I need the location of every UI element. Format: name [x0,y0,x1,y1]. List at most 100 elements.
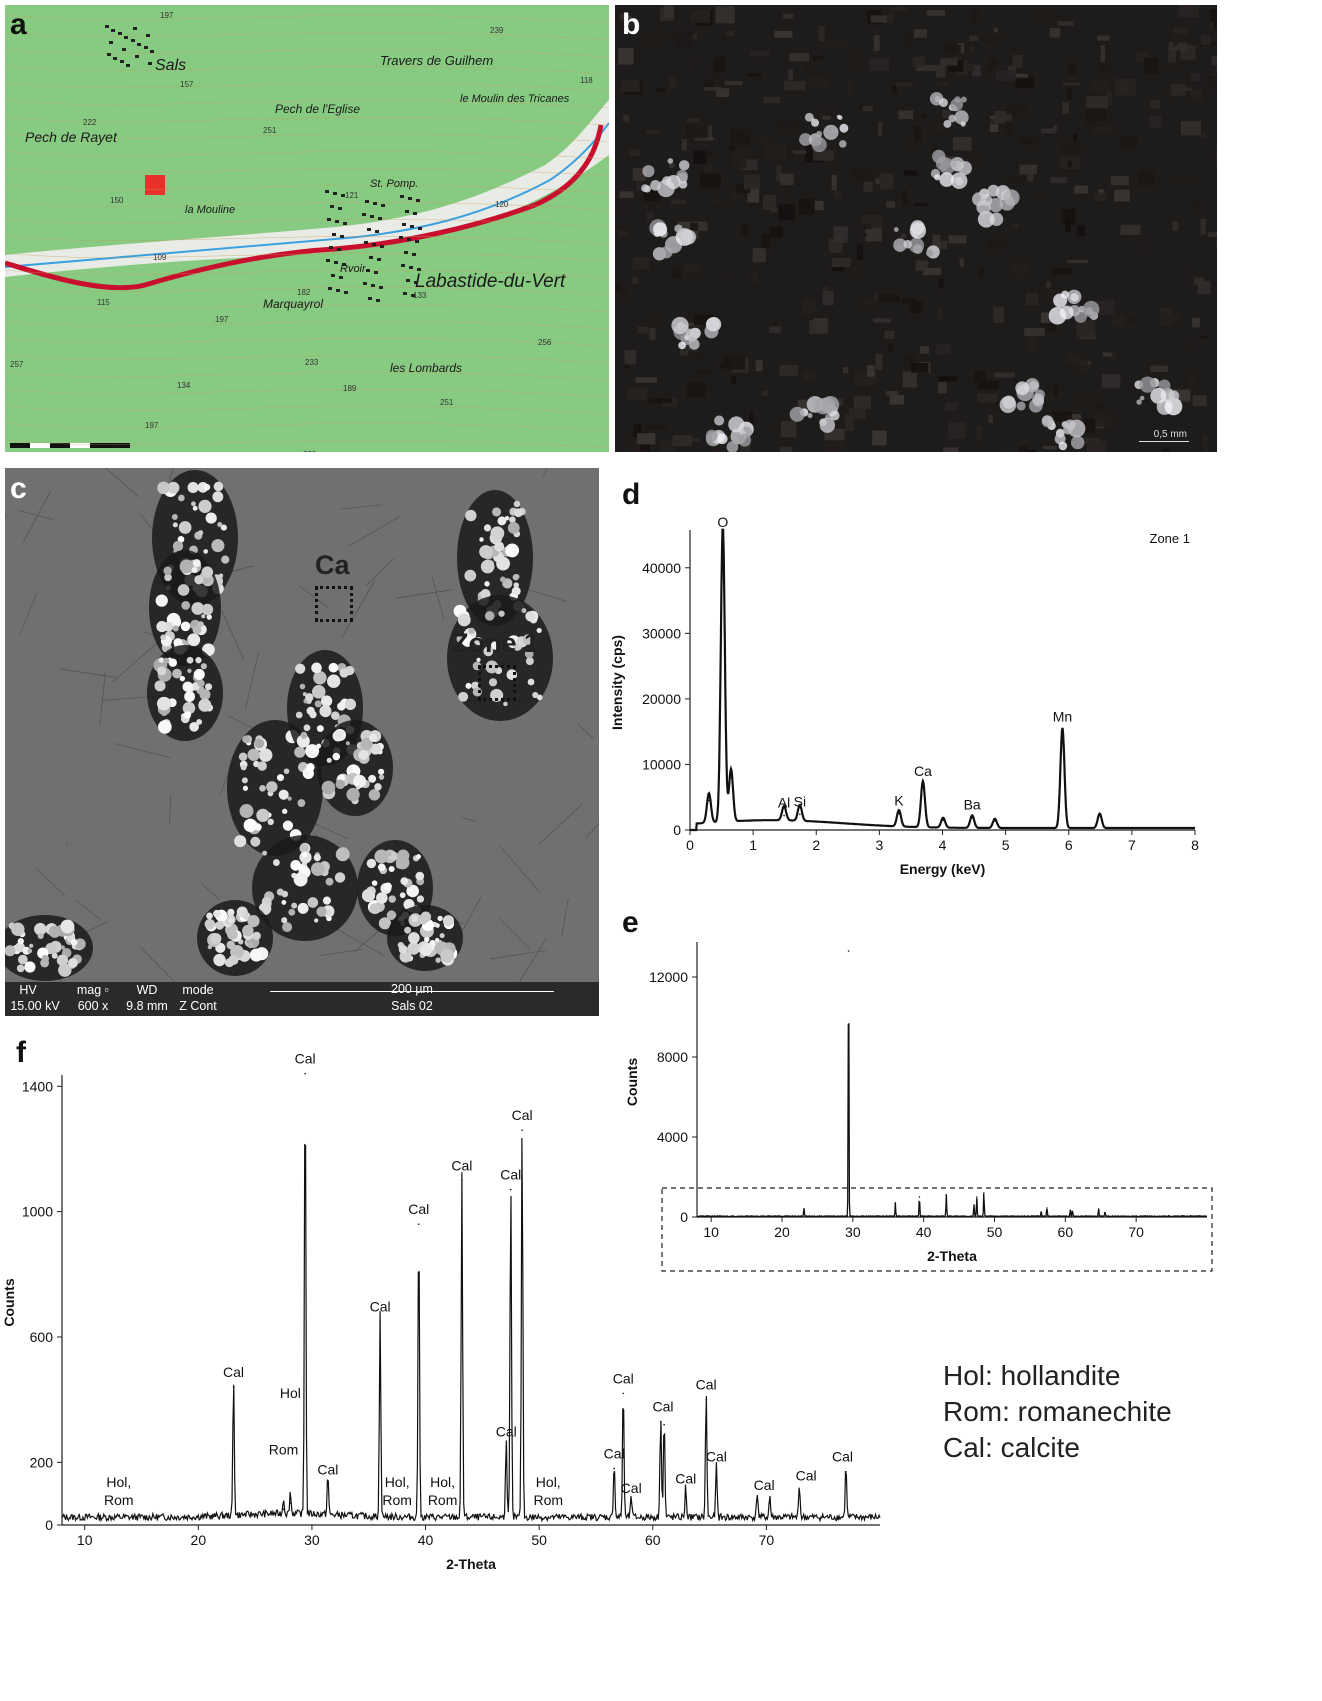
micro-grain [1028,335,1037,351]
sem-mn-grain [437,916,442,921]
micro-grain [885,230,895,240]
micro-grain [1144,57,1159,73]
sem-mn-grain [211,539,224,552]
sem-mn-grain [157,482,170,495]
map-building [118,32,122,35]
micro-bright-grain [976,200,990,214]
micro-grain [1076,320,1095,337]
sem-mn-grain [503,702,507,706]
micro-grain [716,6,735,23]
micro-grain [1203,436,1208,452]
micro-bright-grain [1000,396,1017,413]
micro-grain [761,234,770,249]
map-elevation: 134 [177,381,191,390]
micro-bright-grain [812,137,827,152]
sem-mn-grain [327,675,340,688]
sem-mn-grain [295,664,305,674]
x-tick-label: 60 [645,1532,661,1548]
map-building [327,218,331,221]
micro-grain [1112,316,1125,326]
micro-grain [1068,63,1076,75]
map-building [363,282,367,285]
x-tick-label: 8 [1191,837,1199,853]
micro-grain [1096,414,1113,427]
map-building [378,217,382,220]
micro-bright-grain [1085,307,1093,315]
peak-label: Ca [914,763,932,779]
sem-mn-grain [525,611,535,621]
micro-bright-grain [790,407,805,422]
micro-grain [891,7,906,11]
sem-mn-grain [181,601,190,610]
map-building [374,271,378,274]
peak-point [418,1223,420,1225]
micro-grain [1140,238,1148,255]
map-building [411,294,415,297]
peak-point [757,1499,759,1501]
micro-grain [731,376,736,384]
sem-mn-grain [384,883,392,891]
sem-mn-grain [405,957,410,962]
map-building [133,27,137,30]
micro-grain [1102,374,1120,388]
sem-mn-grain [435,957,440,962]
peak-point [898,813,900,815]
peak-annotation: Hol, [430,1474,455,1490]
map-building [340,235,344,238]
micro-grain [875,179,879,185]
micro-bright-grain [1139,376,1155,392]
sem-mn-grain [242,736,250,744]
micro-grain [863,106,873,112]
xrd-zoom-chart: 10 20 30 40 50 60 700200600100014002-ThetaCoun… [0,1050,900,1701]
y-tick-label: 200 [30,1454,54,1470]
peak-point [613,1468,615,1470]
peak-point [283,1509,285,1511]
peak-point [505,1446,507,1448]
micro-grain [618,48,633,65]
micro-grain [920,346,929,354]
micro-grain [969,35,978,41]
micro-grain [643,34,664,44]
micro-grain [793,150,806,154]
map-building [415,240,419,243]
micro-grain [985,43,995,48]
sem-mn-grain [465,510,476,521]
micro-grain [705,152,713,157]
x-tick-label: 50 [531,1532,547,1548]
micro-grain [1207,76,1217,91]
x-axis-label: 2-Theta [446,1556,496,1572]
micro-grain [809,320,828,334]
sem-mn-grain [180,560,194,574]
sem-mn-grain [268,819,274,825]
sem-mn-grain [198,530,203,535]
micro-bright-grain [1071,436,1084,449]
micro-grain [938,376,957,381]
sem-mn-grain [241,764,247,770]
sem-mn-grain [156,594,168,606]
sem-zone-ca-label: Ca [315,550,350,581]
micro-grain [1160,314,1180,323]
sem-mn-grain [464,570,476,582]
micro-grain [1193,203,1200,213]
micro-grain [906,35,912,47]
peak-point [304,1073,306,1075]
x-tick-label: 60 [1058,1224,1074,1240]
sem-mn-grain [369,789,380,800]
micro-grain [832,267,844,271]
micro-grain [822,116,830,120]
panel-label-c: c [10,474,27,504]
micro-grain [803,370,815,380]
micro-grain [635,377,657,382]
sem-mn-grain [205,919,215,929]
sem-mn-grain [256,809,269,822]
sem-mn-grain [212,491,223,502]
x-tick-label: 5 [1002,837,1010,853]
micro-grain [673,435,693,446]
spectrum-trace [690,530,1195,830]
micro-bright-grain [738,434,751,447]
micro-grain [964,64,975,71]
micro-bright-grain [654,230,661,237]
micro-bright-grain [1140,396,1145,401]
sem-mn-grain [440,949,454,963]
micro-bright-grain [896,244,904,252]
